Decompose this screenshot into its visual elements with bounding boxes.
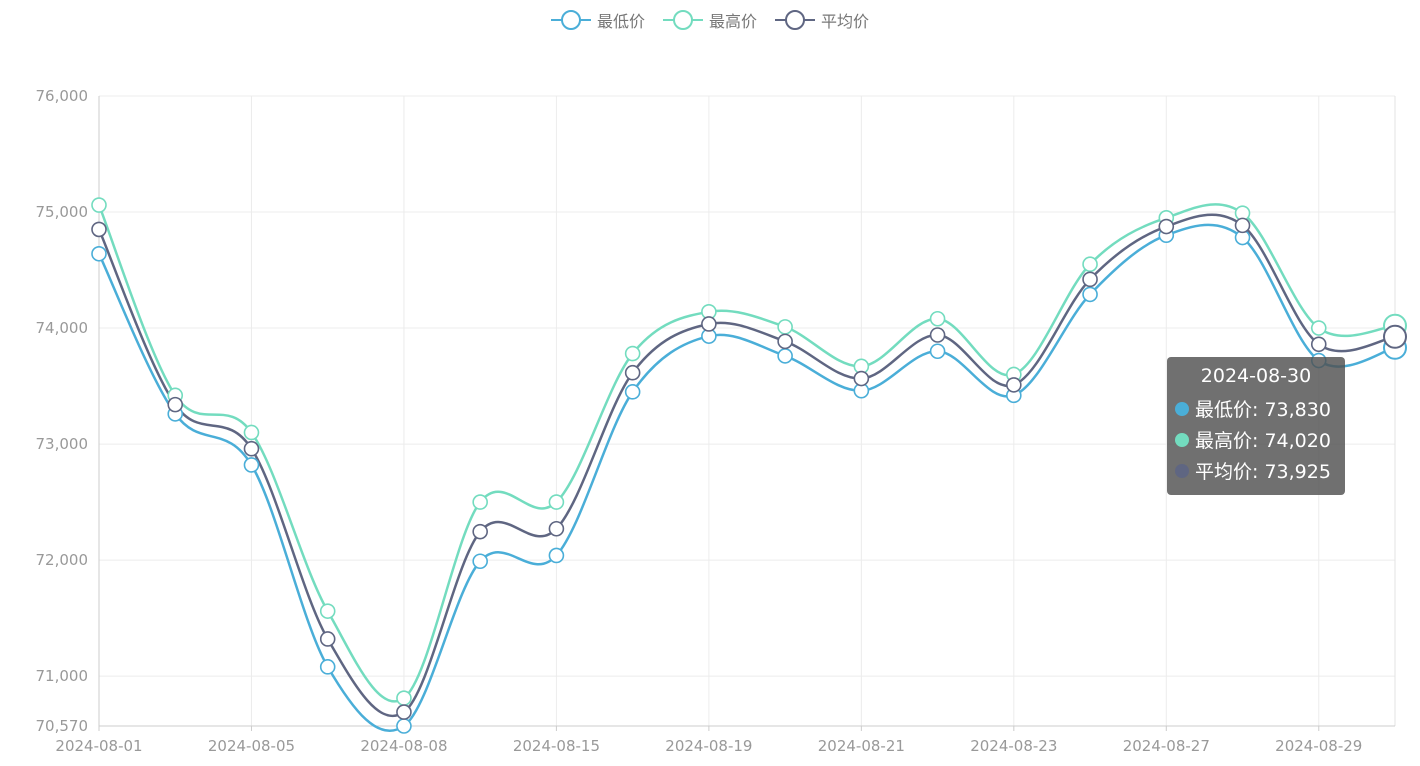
data-point-min-price [624, 384, 641, 400]
x-tick-label: 2024-08-29 [1275, 737, 1362, 755]
data-point-min-price [91, 245, 107, 262]
data-point-max-price [319, 603, 336, 619]
data-point-max-price [624, 345, 641, 362]
tooltip-avg-price-icon [1175, 463, 1189, 478]
data-point-min-price [243, 457, 260, 473]
tooltip-row-avg-price: 平均价: 73,925 [1175, 455, 1337, 486]
data-point-max-price [91, 197, 107, 213]
data-point-min-price [548, 547, 565, 564]
data-point-avg-price [548, 520, 565, 537]
legend-min-price-icon [550, 10, 591, 30]
y-tick-label: 72,000 [36, 551, 89, 569]
y-tick-label: 74,000 [36, 319, 89, 337]
y-tick-label: 76,000 [36, 87, 89, 105]
data-point-avg-price [1234, 217, 1251, 234]
x-tick-label: 2024-08-21 [818, 737, 905, 755]
legend-label-avg-price: 平均价 [821, 12, 870, 31]
data-point-min-price [777, 348, 793, 364]
x-tick-label: 2024-08-23 [970, 737, 1057, 755]
legend-item-avg-price[interactable]: 平均价 [775, 8, 869, 32]
data-point-avg-price [701, 316, 717, 332]
y-tick-label: 70,570 [36, 717, 89, 735]
legend-max-price-icon [662, 10, 703, 30]
x-tick-label: 2024-08-01 [55, 737, 142, 755]
data-point-max-price [396, 690, 412, 706]
data-point-min-price [472, 553, 488, 570]
tooltip-min-price-label: 最低价: 73,830 [1195, 399, 1331, 421]
data-point-min-price [1082, 286, 1098, 303]
data-point-avg-price [929, 327, 946, 343]
data-point-avg-price [1082, 271, 1098, 288]
data-point-avg-price [624, 364, 641, 381]
tooltip-avg-price-label: 平均价: 73,925 [1195, 461, 1331, 483]
x-tick-label: 2024-08-27 [1123, 737, 1210, 755]
data-point-avg-price [396, 704, 412, 720]
x-tick-label: 2024-08-15 [513, 737, 600, 755]
legend-label-max-price: 最高价 [708, 12, 757, 31]
y-tick-label: 71,000 [36, 667, 89, 685]
legend-avg-price-icon [775, 10, 815, 30]
y-tick-label: 73,000 [36, 435, 89, 453]
data-point-avg-price [472, 523, 488, 540]
data-point-max-price [1310, 320, 1327, 336]
x-tick-label: 2024-08-08 [360, 737, 447, 755]
data-point-min-price [396, 718, 412, 734]
data-point-avg-price [777, 333, 793, 350]
x-tick-label: 2024-08-05 [208, 737, 295, 755]
tooltip-max-price-label: 最高价: 74,020 [1195, 430, 1331, 452]
data-point-avg-price [1383, 324, 1407, 349]
data-point-avg-price [853, 370, 870, 387]
data-point-avg-price [1158, 218, 1175, 235]
legend-label-min-price: 最低价 [596, 12, 645, 31]
x-tick-label: 2024-08-19 [665, 737, 752, 755]
data-point-min-price [319, 659, 336, 675]
tooltip-title: 2024-08-30 [1200, 365, 1312, 387]
data-point-max-price [472, 494, 488, 510]
tooltip-row-max-price: 最高价: 74,020 [1175, 424, 1337, 455]
data-point-max-price [243, 424, 260, 441]
tooltip-max-price-icon [1175, 432, 1189, 447]
tooltip-row-min-price: 最低价: 73,830 [1175, 393, 1337, 424]
data-point-avg-price [1310, 336, 1327, 353]
y-tick-label: 75,000 [36, 203, 89, 221]
data-point-min-price [929, 343, 946, 360]
chart-legend: 最低价 最高价 平均价 [0, 8, 1420, 32]
data-point-avg-price [319, 631, 336, 647]
legend-item-max-price[interactable]: 最高价 [662, 8, 757, 32]
data-point-avg-price [167, 396, 184, 413]
data-point-max-price [548, 494, 565, 510]
chart-tooltip: 2024-08-30 最低价: 73,830 最高价: 74,020 平均价: … [1167, 357, 1345, 495]
data-point-max-price [929, 310, 946, 327]
data-point-avg-price [91, 221, 107, 238]
data-point-max-price [1082, 256, 1098, 273]
tooltip-min-price-icon [1175, 401, 1189, 416]
data-point-max-price [777, 319, 793, 335]
legend-item-min-price[interactable]: 最低价 [550, 8, 645, 32]
data-point-avg-price [243, 440, 260, 457]
data-point-avg-price [1006, 377, 1022, 393]
